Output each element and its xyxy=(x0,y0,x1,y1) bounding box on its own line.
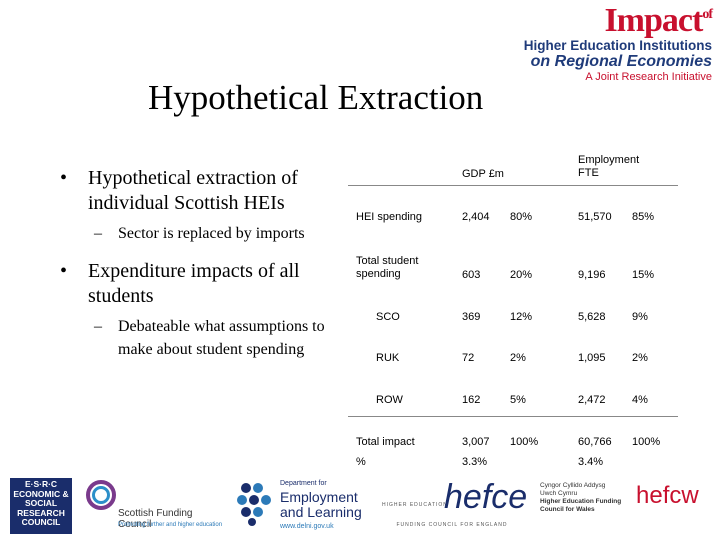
gdp-value: 3.3% xyxy=(462,456,488,468)
header-gdp: GDP £m xyxy=(462,168,504,180)
bullet-list: • Hypothetical extraction of individual S… xyxy=(60,166,330,361)
sfc-tagline: Promoting further and higher education xyxy=(118,522,223,528)
gdp-value: 603 xyxy=(462,269,481,281)
row-label: % xyxy=(356,456,366,468)
bullet-text: Expenditure impacts of all students xyxy=(88,260,300,307)
sub-bullet-text: Sector is replaced by imports xyxy=(118,225,305,242)
sfc-name: Scottish Funding Council xyxy=(118,508,193,530)
logo-impact: Impact xyxy=(604,2,703,39)
esrc-logo: E·S·R·C ECONOMIC & SOCIAL RESEARCH COUNC… xyxy=(10,478,72,534)
employment-value: 3.4% xyxy=(578,456,604,468)
employment-value: 51,570 xyxy=(578,211,612,223)
hefce-wordmark: hefce xyxy=(444,478,528,516)
gdp-value: 369 xyxy=(462,311,481,323)
bullet-text: Hypothetical extraction of individual Sc… xyxy=(88,167,298,214)
slide-title: Hypothetical Extraction xyxy=(148,78,484,117)
employment-value: 60,766 xyxy=(578,436,612,448)
employment-percent: 15% xyxy=(632,269,655,281)
gdp-value: 2,404 xyxy=(462,211,490,223)
header-rule xyxy=(348,185,678,186)
bullet-item: • Hypothetical extraction of individual S… xyxy=(60,166,330,216)
gdp-value: 3,007 xyxy=(462,436,490,448)
hefcw-welsh-line2: Uwch Cymru xyxy=(540,490,578,497)
employment-percent: 9% xyxy=(632,311,648,323)
logo-of: of xyxy=(702,7,713,22)
row-label: Total student spending xyxy=(356,255,419,280)
del-name: Employment and Learning xyxy=(280,489,362,520)
impact-logo: Impactof Higher Education Institutions o… xyxy=(492,2,713,83)
sfc-logo: Scottish Funding Council Promoting furth… xyxy=(86,476,226,536)
total-rule xyxy=(348,416,678,417)
logo-line4: A Joint Research Initiative xyxy=(585,70,712,83)
employment-percent: 100% xyxy=(632,436,661,448)
hefcw-wordmark: hefcw xyxy=(636,482,699,509)
hefcw-english-line1: Higher Education Funding xyxy=(540,498,622,505)
del-mosaic-icon xyxy=(237,483,271,526)
bullet-dot-icon: • xyxy=(60,260,68,282)
gdp-percent: 2% xyxy=(510,352,526,364)
employment-value: 2,472 xyxy=(578,394,606,406)
row-label: Total impact xyxy=(356,436,415,448)
row-label: SCO xyxy=(376,311,400,323)
sub-bullet-item: – Debateable what assumptions to make abo… xyxy=(60,315,330,361)
row-label: ROW xyxy=(376,394,403,406)
row-label: HEI spending xyxy=(356,211,423,223)
hefcw-english-line2: Council for Wales xyxy=(540,506,595,513)
gdp-percent: 5% xyxy=(510,394,526,406)
gdp-value: 72 xyxy=(462,352,475,364)
employment-percent: 2% xyxy=(632,352,648,364)
funder-logos: E·S·R·C ECONOMIC & SOCIAL RESEARCH COUNC… xyxy=(0,470,720,540)
dash-icon: – xyxy=(94,225,102,242)
bullet-dot-icon: • xyxy=(60,167,68,189)
del-dept: Department for xyxy=(280,480,327,487)
bullet-item: • Expenditure impacts of all students xyxy=(60,259,330,309)
hefce-logo: HIGHER EDUCATION hefce FUNDING COUNCIL F… xyxy=(382,474,527,538)
del-logo: Department for Employment and Learning w… xyxy=(236,476,366,536)
hefcw-text: Cyngor Cyllido Addysg Uwch Cymru Higher … xyxy=(540,482,630,514)
hefcw-welsh-line1: Cyngor Cyllido Addysg xyxy=(540,482,606,489)
employment-value: 1,095 xyxy=(578,352,606,364)
gdp-percent: 20% xyxy=(510,269,533,281)
sub-bullet-item: – Sector is replaced by imports xyxy=(60,222,330,245)
row-label: RUK xyxy=(376,352,400,364)
employment-value: 5,628 xyxy=(578,311,606,323)
employment-value: 9,196 xyxy=(578,269,606,281)
hefce-bottom: FUNDING COUNCIL FOR ENGLAND xyxy=(396,522,508,528)
employment-percent: 4% xyxy=(632,394,648,406)
sub-bullet-text: Debateable what assumptions to make abou… xyxy=(118,318,325,358)
gdp-percent: 80% xyxy=(510,211,533,223)
header-employment: Employment FTE xyxy=(578,154,640,179)
logo-line2: Higher Education Institutions xyxy=(523,38,712,53)
gdp-percent: 12% xyxy=(510,311,533,323)
sfc-inner-ring-icon xyxy=(92,486,110,504)
employment-percent: 85% xyxy=(632,211,655,223)
sfc-ring-icon xyxy=(86,480,116,510)
del-url: www.delni.gov.uk xyxy=(280,523,334,530)
logo-line3: on Regional Economies xyxy=(530,52,712,70)
dash-icon: – xyxy=(94,318,102,335)
gdp-value: 162 xyxy=(462,394,481,406)
hefce-top: HIGHER EDUCATION xyxy=(382,502,448,508)
gdp-percent: 100% xyxy=(510,436,539,448)
